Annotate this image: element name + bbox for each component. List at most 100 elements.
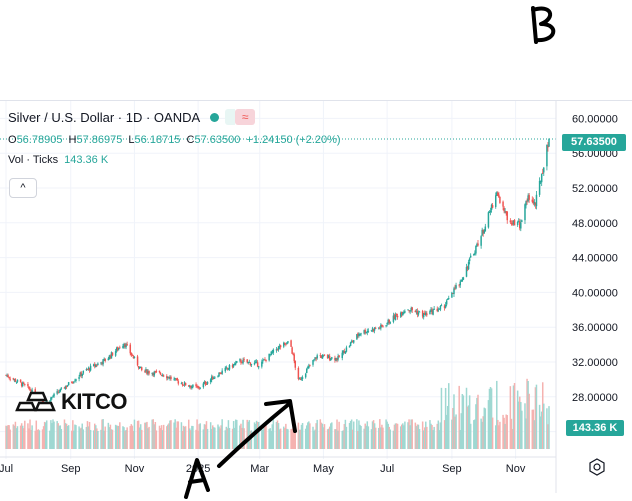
volume-bar xyxy=(409,425,411,449)
volume-bar xyxy=(8,425,10,449)
candlesticks xyxy=(5,138,550,407)
symbol-title[interactable]: Silver / U.S. Dollar · 1D · OANDA xyxy=(8,109,201,125)
candle-body xyxy=(292,353,294,355)
symbol-header[interactable]: Silver / U.S. Dollar · 1D · OANDA ≈ xyxy=(8,109,256,125)
volume-bar xyxy=(57,423,59,449)
candle-body xyxy=(82,370,85,374)
volume-bar xyxy=(202,429,205,449)
volume-bar xyxy=(138,427,141,449)
volume-bar xyxy=(404,421,406,449)
candle-body xyxy=(503,207,505,212)
volume-bar xyxy=(497,419,499,449)
volume-bar xyxy=(199,423,201,449)
candle-body xyxy=(56,391,58,394)
candle-body xyxy=(256,362,259,367)
volume-bar xyxy=(34,430,36,449)
volume-bar xyxy=(372,420,375,449)
volume-bar xyxy=(534,387,537,449)
gear-icon[interactable] xyxy=(588,458,606,476)
candle-body xyxy=(511,223,514,225)
candle-body xyxy=(331,357,333,359)
candle-body xyxy=(392,315,395,322)
volume-bar xyxy=(330,423,332,449)
candle-body xyxy=(415,311,418,313)
candle-body xyxy=(139,366,142,368)
volume-bar xyxy=(547,424,549,449)
volume-bar xyxy=(548,406,550,449)
candle-body xyxy=(28,386,30,389)
volume-bar xyxy=(499,421,501,449)
data-badge[interactable]: ≈ xyxy=(225,109,256,125)
y-tick-label: 32.00000 xyxy=(572,357,618,369)
candle-body xyxy=(160,374,163,376)
x-tick-label: Sep xyxy=(442,463,462,475)
volume-bar xyxy=(75,425,77,449)
volume-bar xyxy=(166,426,168,449)
volume-bar xyxy=(191,425,193,449)
volume-bar xyxy=(206,428,209,449)
candle-body xyxy=(316,355,318,359)
volume-bar xyxy=(509,386,512,449)
volume-bar xyxy=(382,427,384,449)
candle-body xyxy=(396,315,399,318)
candle-body xyxy=(24,384,26,385)
candle-body xyxy=(386,322,388,325)
volume-bar xyxy=(437,420,440,449)
volume-bar xyxy=(122,426,124,449)
candle-body xyxy=(345,347,348,352)
candle-body xyxy=(433,308,435,310)
candle-body xyxy=(388,319,390,323)
candle-body xyxy=(525,201,527,206)
candle-body xyxy=(381,324,383,326)
candle-body xyxy=(102,359,104,365)
candle-body xyxy=(152,373,154,376)
volume-bar xyxy=(415,426,418,449)
ohlc-legend: O56.78905 H57.86975 L56.18715 C57.63500 … xyxy=(8,134,344,146)
candle-body xyxy=(387,319,389,324)
candle-body xyxy=(100,362,102,364)
volume-bar xyxy=(81,423,83,449)
volume-bar xyxy=(336,419,338,449)
candle-body xyxy=(225,367,228,369)
volume-bar xyxy=(408,419,410,449)
collapse-legend-button[interactable]: ^ xyxy=(9,178,37,198)
close-value: 57.63500 xyxy=(194,134,241,146)
candle-body xyxy=(504,211,506,213)
candle-body xyxy=(411,307,413,311)
candle-body xyxy=(509,220,512,223)
candle-body xyxy=(512,220,515,225)
volume-bar xyxy=(212,425,214,449)
candle-body xyxy=(499,196,501,203)
candle-body xyxy=(119,347,121,349)
chart-panel[interactable]: 60.00000 56.00000 52.00000 48.00000 44.00000… xyxy=(0,100,632,493)
candle-body xyxy=(219,372,221,375)
volume-bar xyxy=(541,382,544,449)
candle-body xyxy=(540,173,543,183)
volume-bar xyxy=(444,388,447,449)
candle-body xyxy=(494,195,497,207)
volume-bar xyxy=(322,427,325,449)
candle-body xyxy=(436,308,439,312)
volume-bar xyxy=(308,421,310,449)
candle-body xyxy=(20,382,23,386)
volume-bar xyxy=(488,388,491,449)
candle-body xyxy=(9,378,11,380)
candle-body xyxy=(520,222,522,229)
volume-legend[interactable]: Vol · Ticks 143.36 K xyxy=(8,154,108,166)
candle-body xyxy=(309,365,311,366)
volume-bar xyxy=(86,421,89,449)
logo-text: KITCO xyxy=(61,389,127,414)
candle-body xyxy=(506,211,508,221)
candle-body xyxy=(448,298,450,300)
candle-body xyxy=(75,379,77,381)
volume-bar xyxy=(131,425,134,449)
candle-body xyxy=(372,328,375,332)
candle-body xyxy=(64,386,67,390)
candle-body xyxy=(394,314,397,321)
volume-bar xyxy=(196,419,198,449)
candle-body xyxy=(88,368,91,371)
candle-body xyxy=(452,293,454,294)
candle-body xyxy=(326,354,329,359)
market-status-dot xyxy=(210,112,220,122)
candle-body xyxy=(323,354,326,356)
